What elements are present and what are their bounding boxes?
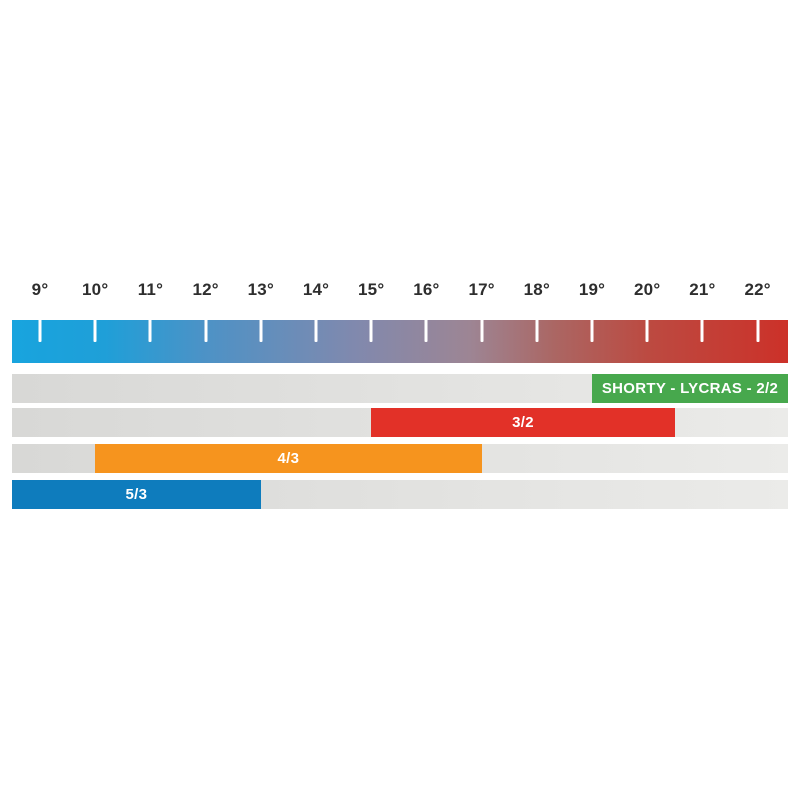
temp-tick-label: 17° (468, 280, 495, 299)
temp-tick-label: 14° (302, 280, 330, 299)
range-track: SHORTY - LYCRAS - 2/2 (12, 374, 788, 403)
temp-tick-label: 16° (413, 280, 440, 299)
temp-tick-mark (756, 320, 760, 342)
wetsuit-bar-label: SHORTY - LYCRAS - 2/2 (601, 380, 779, 397)
temp-tick-mark (645, 320, 649, 342)
temp-tick-label: 15° (358, 280, 385, 299)
temp-tick-mark (480, 320, 484, 342)
temp-tick-mark (314, 320, 318, 342)
temp-tick-label: 9° (31, 280, 49, 299)
temp-tick-label: 12° (192, 280, 219, 299)
temperature-gradient-scale (12, 320, 788, 363)
temp-tick-label: 13° (247, 280, 274, 299)
wetsuit-bar-shorty-lycras-2-2: SHORTY - LYCRAS - 2/2 (592, 374, 788, 403)
temp-tick-mark (93, 320, 97, 342)
temp-tick-mark (38, 320, 42, 342)
temp-tick-mark (590, 320, 594, 342)
wetsuit-bar-label: 3/2 (512, 414, 534, 431)
wetsuit-bar-5-3: 5/3 (12, 480, 261, 509)
temp-tick-mark (535, 320, 539, 342)
temp-tick-label: 19° (578, 280, 606, 299)
temp-tick-mark (700, 320, 704, 342)
wetsuit-bar-label: 4/3 (277, 450, 300, 467)
temp-tick-mark (148, 320, 152, 342)
temp-tick-label: 20° (634, 280, 661, 299)
chart-area: 9° 10° 11° 12° 13° 14° 15° 16° 17° 18° 19° 20° 21° 22… (12, 280, 788, 512)
range-track: 5/3 (12, 480, 788, 509)
temp-tick-label: 11° (137, 280, 164, 299)
temp-tick-label: 10° (82, 280, 109, 299)
range-track: 4/3 (12, 444, 788, 473)
temp-tick-mark (424, 320, 428, 342)
wetsuit-bar-4-3: 4/3 (95, 444, 482, 473)
temp-tick-label: 22° (744, 280, 771, 299)
range-track: 3/2 (12, 408, 788, 437)
wetsuit-bar-label: 5/3 (125, 486, 148, 503)
temp-tick-label: 21° (689, 280, 716, 299)
temp-tick-mark (369, 320, 373, 342)
temperature-axis: 9° 10° 11° 12° 13° 14° 15° 16° 17° 18° 19° 20° 21° 22… (12, 280, 788, 306)
temp-tick-label: 18° (523, 280, 550, 299)
temp-tick-mark (204, 320, 208, 342)
temp-tick-mark (259, 320, 263, 342)
wetsuit-bar-3-2: 3/2 (371, 408, 675, 437)
